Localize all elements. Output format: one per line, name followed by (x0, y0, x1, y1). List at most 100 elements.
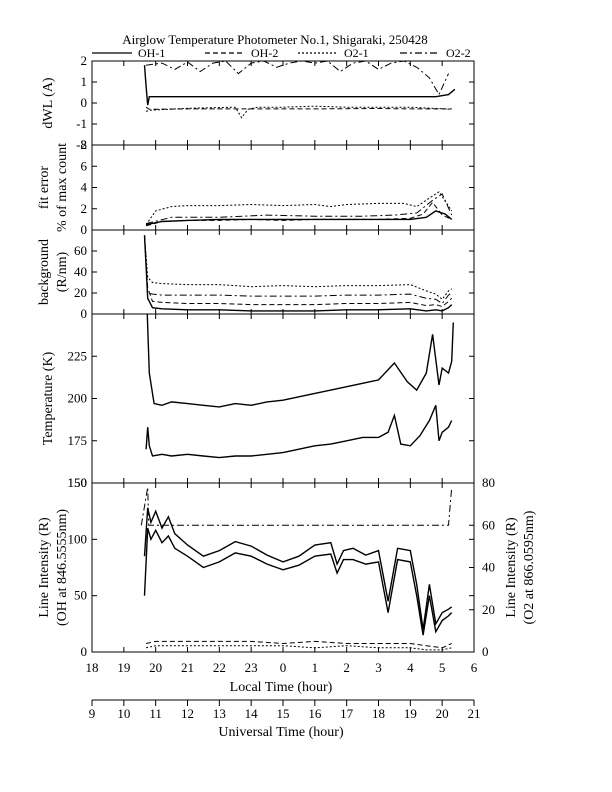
ut-tick-label: 13 (213, 706, 226, 721)
ut-tick-label: 12 (181, 706, 194, 721)
legend-label-oh-1: OH-1 (138, 46, 165, 60)
series-line-o2-2 (144, 235, 452, 305)
local-time-tick-label: 23 (245, 660, 258, 675)
y-tick-label: 40 (74, 264, 87, 279)
y-tick-label: 150 (68, 475, 88, 490)
panel-fit-error: 8 6 4 2 0 fit error% of max count (37, 137, 475, 237)
series-line-oh-2 (145, 106, 452, 110)
y-tick-label: 4 (81, 180, 88, 195)
series-line-oh-1 (143, 507, 453, 630)
panel-background: 60 40 20 0 background (R/nm) (37, 229, 475, 321)
series-line-oh-2 (145, 201, 452, 227)
series-group (140, 487, 453, 651)
local-time-tick-label: 5 (439, 660, 446, 675)
y-tick-label: -2 (76, 137, 87, 152)
ut-tick-label: 15 (277, 706, 290, 721)
y-right-axis-label-2: (O2 at 866.0595nm) (522, 510, 537, 624)
y-tick-label: 200 (68, 391, 88, 406)
y-tick-label: 6 (81, 158, 88, 173)
y-tick-label: 0 (81, 95, 88, 110)
panel-temperature: 225 200 175 150 Temperature (K) (41, 313, 475, 490)
local-time-tick-label: 19 (117, 660, 130, 675)
local-time-tick-label: 2 (343, 660, 350, 675)
y-tick-label: 20 (74, 285, 87, 300)
ut-tick-label: 20 (436, 706, 449, 721)
ut-tick-label: 14 (245, 706, 259, 721)
series-line-o2 (145, 405, 453, 459)
y-tick-label: 2 (81, 201, 88, 216)
ut-tick-label: 21 (468, 706, 481, 721)
y-tick-label: 2 (81, 53, 88, 68)
ut-tick-label: 18 (372, 706, 385, 721)
legend-label-oh-2: OH-2 (251, 46, 278, 60)
y-axis-label-2: (OH at 846.5555nm) (55, 509, 70, 626)
series-line-o2-1 (145, 191, 453, 225)
series-group (145, 314, 454, 459)
local-time-tick-label: 0 (280, 660, 287, 675)
series-group (143, 235, 453, 312)
y-tick-label: 0 (81, 306, 88, 321)
y-axis-label: fit error (37, 166, 52, 209)
y-tick-label: 8 (81, 137, 88, 152)
y-right-tick-label: 60 (482, 517, 495, 532)
series-line-o2-2 (140, 487, 453, 526)
local-time-tick-label: 22 (213, 660, 226, 675)
series-line-oh (146, 314, 454, 408)
ut-tick-label: 16 (308, 706, 322, 721)
legend: OH-1 OH-2 O2-1 O2-2 (92, 46, 471, 60)
series-line-o2-2 (145, 193, 453, 225)
time-axes: 18 19 20 21 22 23 0 1 2 3 4 5 69 10 11 12 13 14 15 16 17 18 19… (86, 660, 481, 721)
y-axis-label-2: % of max count (55, 143, 70, 232)
ut-tick-label: 10 (117, 706, 130, 721)
local-time-tick-label: 1 (312, 660, 319, 675)
ut-tick-label: 9 (89, 706, 96, 721)
panel-frame (91, 60, 475, 146)
local-time-tick-label: 6 (471, 660, 478, 675)
local-time-tick-label: 18 (86, 660, 99, 675)
figure-title: Airglow Temperature Photometer No.1, Shi… (122, 32, 428, 47)
series-line-oh-2 (143, 527, 453, 636)
y-tick-label: 150 (68, 475, 88, 490)
series-group (145, 191, 453, 227)
panel-frame (91, 482, 475, 653)
y-tick-label: 1 (81, 74, 88, 89)
y-axis-label: Line Intensity (R) (37, 517, 52, 618)
local-time-axis-label: Local Time (hour) (230, 680, 333, 695)
series-line-o2-1 (145, 640, 452, 649)
y-axis-label-2: (R/nm) (55, 251, 70, 292)
series-line-oh-2 (144, 235, 453, 308)
panel-frame (91, 313, 475, 484)
series-group (143, 61, 456, 119)
y-tick-label: 225 (68, 348, 88, 363)
local-time-tick-label: 4 (407, 660, 414, 675)
local-time-tick-label: 3 (375, 660, 382, 675)
y-tick-label: 175 (68, 433, 88, 448)
panel-frame (91, 144, 475, 231)
local-time-tick-label: 21 (181, 660, 194, 675)
y-right-tick-label: 20 (482, 602, 495, 617)
universal-time-axis-label: Universal Time (hour) (218, 725, 344, 740)
legend-label-o2-2: O2-2 (446, 46, 471, 60)
series-line-o2-1 (144, 235, 452, 301)
y-axis-label: dWL (A) (41, 77, 56, 129)
series-line-oh-1 (143, 235, 453, 312)
legend-label-o2-1: O2-1 (344, 46, 369, 60)
y-tick-label: 0 (81, 222, 88, 237)
y-right-tick-label: 40 (482, 560, 495, 575)
y-tick-label: 100 (68, 531, 88, 546)
y-tick-label: 50 (74, 588, 87, 603)
series-line-o2-1 (145, 105, 452, 119)
y-tick-label: -1 (76, 116, 87, 131)
series-line-o2-2 (146, 61, 449, 96)
ut-tick-label: 17 (340, 706, 354, 721)
y-tick-label: 0 (81, 644, 88, 659)
y-axis-label: Temperature (K) (41, 351, 56, 445)
y-right-axis-label: Line Intensity (R) (504, 517, 519, 618)
y-right-tick-label: 80 (482, 475, 495, 490)
series-line-oh-1 (143, 65, 456, 106)
y-axis-label: background (37, 239, 52, 305)
ut-tick-label: 19 (404, 706, 417, 721)
